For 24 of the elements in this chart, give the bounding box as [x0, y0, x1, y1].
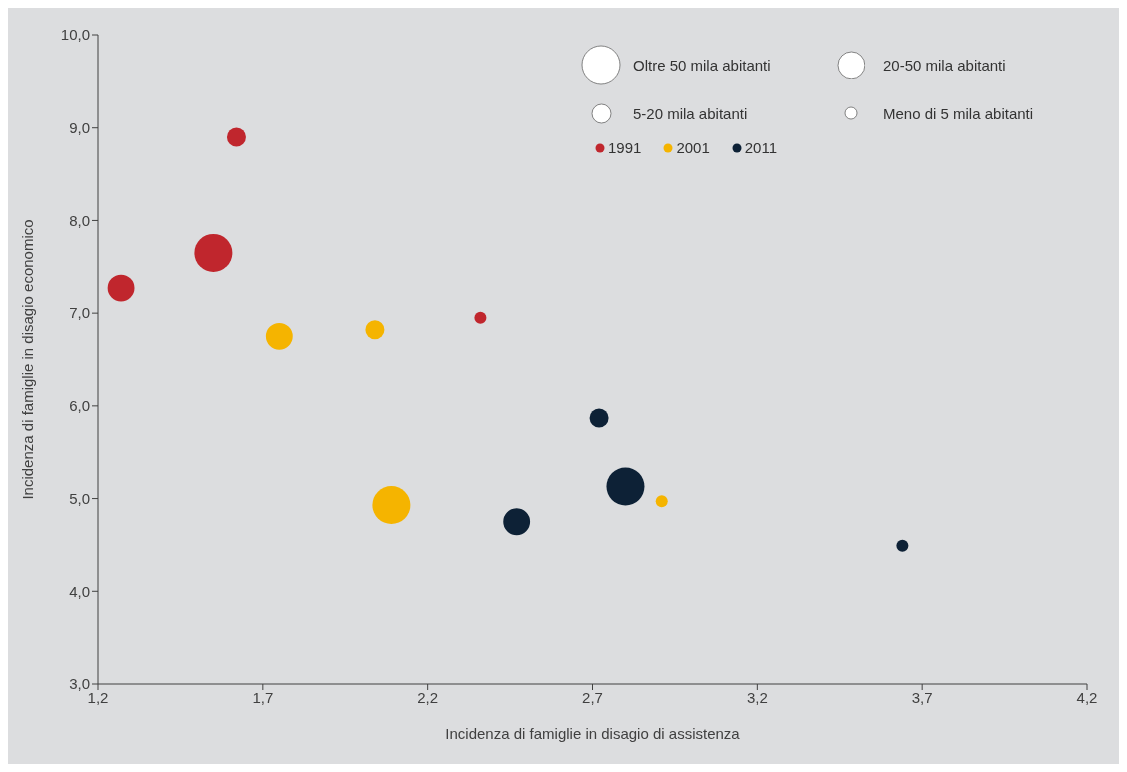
y-axis-title: Incidenza di famiglie in disagio economico [19, 219, 37, 500]
x-tick-label: 2,2 [417, 688, 439, 706]
x-tick-label: 1,7 [252, 688, 274, 706]
legend-label: 20-50 mila abitanti [883, 56, 1006, 74]
y-tick-label: 8,0 [69, 211, 90, 229]
y-tick-label: 6,0 [69, 397, 90, 415]
y-tick-label: 9,0 [69, 119, 90, 137]
y-tick-label: 5,0 [69, 489, 90, 507]
y-tick-label: 3,0 [69, 675, 90, 693]
y-tick-label: 7,0 [69, 304, 90, 322]
legend-label: Oltre 50 mila abitanti [633, 56, 771, 74]
x-tick-label: 1,2 [87, 688, 109, 706]
x-tick-label: 4,2 [1076, 688, 1098, 706]
x-tick-label: 2,7 [582, 688, 603, 706]
x-tick-label: 3,7 [911, 688, 933, 706]
x-tick-label: 3,2 [746, 688, 768, 706]
legend-label: 2011 [744, 139, 778, 156]
x-axis-title: Incidenza di famiglie in disagio di assistenza [445, 725, 741, 742]
y-tick-label: 4,0 [69, 582, 90, 600]
legend-label: 5-20 mila abitanti [633, 104, 748, 122]
legend-label: Meno di 5 mila abitanti [883, 104, 1034, 122]
legend-label: 2001 [676, 139, 710, 156]
y-tick-label: 10,0 [60, 26, 90, 44]
legend-label: 1991 [608, 139, 642, 156]
